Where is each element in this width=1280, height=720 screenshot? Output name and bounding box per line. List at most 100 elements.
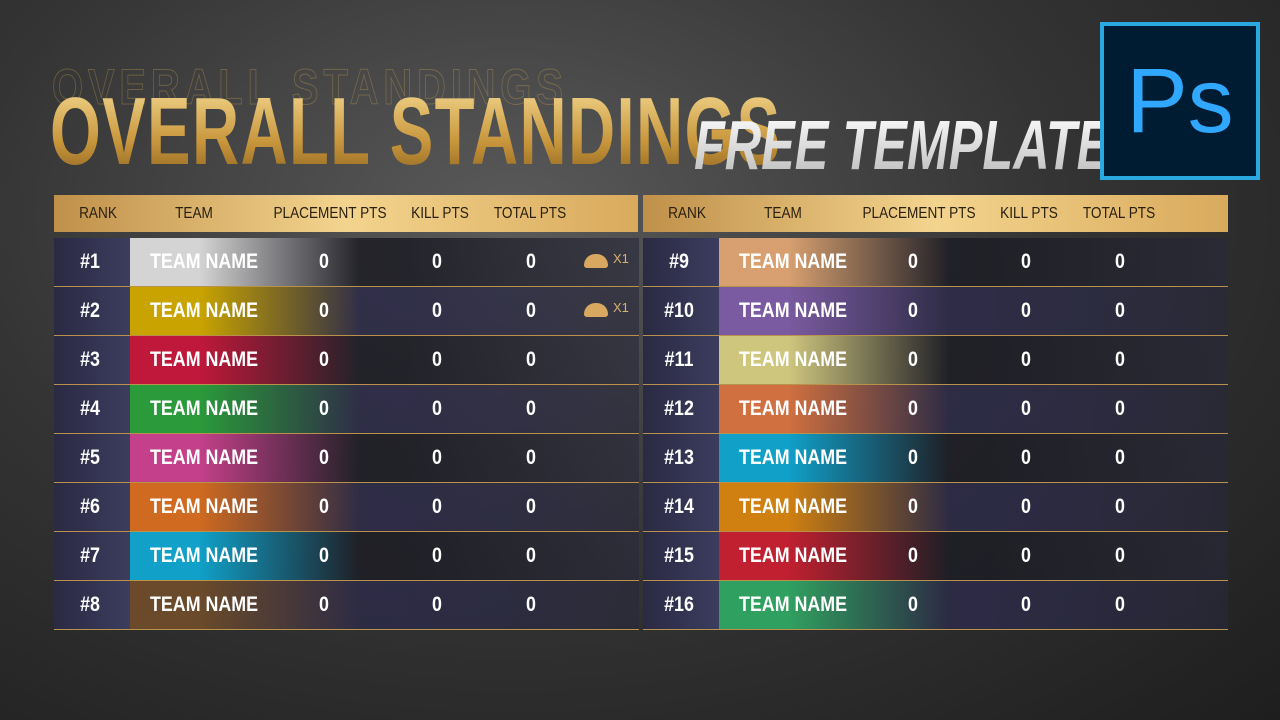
placement-pts: 0 [319, 299, 329, 322]
total-pts: 0 [526, 348, 536, 371]
placement-pts: 0 [319, 593, 329, 616]
team-color [719, 238, 949, 286]
rank: #4 [80, 397, 100, 420]
table-row: #2 TEAM NAME 0 0 0 X1 [54, 287, 639, 336]
team-color [130, 238, 360, 286]
placement-pts: 0 [908, 299, 918, 322]
total-pts: 0 [1115, 495, 1125, 518]
table-row: #1 TEAM NAME 0 0 0 X1 [54, 238, 639, 287]
total-pts: 0 [526, 446, 536, 469]
rank-cell [54, 434, 130, 482]
placement-pts: 0 [908, 348, 918, 371]
placement-pts: 0 [319, 250, 329, 273]
photoshop-logo: Ps [1100, 22, 1260, 180]
total-pts: 0 [1115, 446, 1125, 469]
total-pts: 0 [1115, 397, 1125, 420]
kill-pts: 0 [432, 397, 442, 420]
rank: #14 [664, 495, 694, 518]
team-name: TEAM NAME [739, 397, 848, 420]
rank-cell [643, 287, 719, 335]
table-row: #8 TEAM NAME 0 0 0 [54, 581, 639, 630]
team-color [719, 287, 949, 335]
column-header: TEAM [175, 205, 213, 222]
team-color [130, 336, 360, 384]
title: OVERALL STANDINGS [50, 78, 782, 185]
table-row: #14 TEAM NAME 0 0 0 [643, 483, 1228, 532]
rank: #10 [664, 299, 694, 322]
kill-pts: 0 [432, 593, 442, 616]
team-name: TEAM NAME [150, 299, 259, 322]
total-pts: 0 [526, 397, 536, 420]
placement-pts: 0 [319, 446, 329, 469]
kill-pts: 0 [432, 250, 442, 273]
team-name: TEAM NAME [150, 495, 259, 518]
team-name: TEAM NAME [739, 544, 848, 567]
kill-pts: 0 [1021, 495, 1031, 518]
team-name: TEAM NAME [150, 544, 259, 567]
rank: #2 [80, 299, 100, 322]
placement-pts: 0 [908, 446, 918, 469]
total-pts: 0 [1115, 250, 1125, 273]
rank: #1 [80, 250, 100, 273]
rank-cell [54, 336, 130, 384]
column-header: KILL PTS [411, 205, 469, 222]
total-pts: 0 [1115, 593, 1125, 616]
team-color [719, 483, 949, 531]
kill-pts: 0 [1021, 250, 1031, 273]
team-name: TEAM NAME [739, 299, 848, 322]
rank: #9 [669, 250, 689, 273]
rank-cell [643, 238, 719, 286]
column-header: KILL PTS [1000, 205, 1058, 222]
rank: #7 [80, 544, 100, 567]
rank: #3 [80, 348, 100, 371]
table-row: #5 TEAM NAME 0 0 0 [54, 434, 639, 483]
team-color [719, 581, 949, 629]
rank-cell [54, 385, 130, 433]
team-name: TEAM NAME [739, 348, 848, 371]
rank: #11 [664, 348, 694, 371]
rank-cell [643, 336, 719, 384]
kill-pts: 0 [1021, 544, 1031, 567]
rank-cell [54, 581, 130, 629]
table-row: #16 TEAM NAME 0 0 0 [643, 581, 1228, 630]
rank-cell [643, 434, 719, 482]
total-pts: 0 [526, 299, 536, 322]
team-color [719, 336, 949, 384]
badge: X1 [613, 300, 629, 315]
chicken-icon [584, 303, 608, 317]
table-row: #9 TEAM NAME 0 0 0 [643, 238, 1228, 287]
team-name: TEAM NAME [739, 593, 848, 616]
table-row: #4 TEAM NAME 0 0 0 [54, 385, 639, 434]
rank-cell [643, 581, 719, 629]
placement-pts: 0 [908, 495, 918, 518]
rank: #12 [664, 397, 694, 420]
kill-pts: 0 [1021, 299, 1031, 322]
rank-cell [54, 532, 130, 580]
total-pts: 0 [1115, 299, 1125, 322]
badge: X1 [613, 251, 629, 266]
column-header: RANK [668, 205, 706, 222]
subtitle: FREE TEMPLATE [694, 106, 1111, 184]
rank-cell [54, 483, 130, 531]
total-pts: 0 [1115, 348, 1125, 371]
team-color [130, 483, 360, 531]
kill-pts: 0 [1021, 348, 1031, 371]
rank: #15 [664, 544, 694, 567]
team-name: TEAM NAME [150, 250, 259, 273]
team-color [130, 581, 360, 629]
rank-cell [643, 483, 719, 531]
team-name: TEAM NAME [150, 397, 259, 420]
total-pts: 0 [526, 593, 536, 616]
table-header: RANK TEAM PLACEMENT PTS KILL PTS TOTAL PTS [643, 195, 1228, 232]
column-header: TOTAL PTS [1082, 205, 1156, 222]
team-name: TEAM NAME [150, 446, 259, 469]
rank: #13 [664, 446, 694, 469]
placement-pts: 0 [319, 397, 329, 420]
table-header: RANK TEAM PLACEMENT PTS KILL PTS TOTAL PTS [54, 195, 638, 232]
team-color [130, 287, 360, 335]
rank: #16 [664, 593, 694, 616]
table-row: #12 TEAM NAME 0 0 0 [643, 385, 1228, 434]
chicken-icon [584, 254, 608, 268]
team-color [719, 434, 949, 482]
